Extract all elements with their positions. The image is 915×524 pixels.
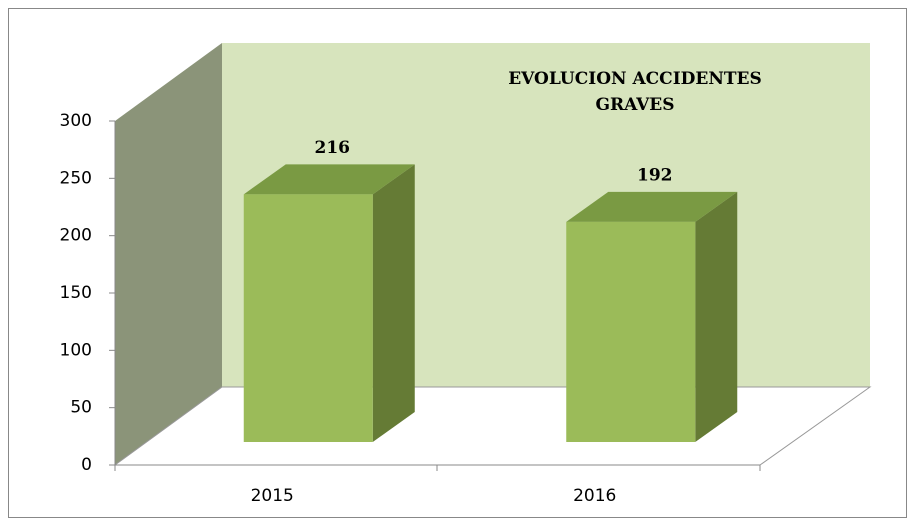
bar-side <box>372 164 415 442</box>
x-tick-label: 2016 <box>573 486 616 506</box>
bar <box>243 164 415 442</box>
chart-title: EVOLUCION ACCIDENTES GRAVES <box>508 69 762 115</box>
side-wall <box>115 43 222 465</box>
data-label: 192 <box>637 165 673 185</box>
bar-top <box>566 191 738 222</box>
y-tick-label: 300 <box>60 111 92 131</box>
bar-side <box>695 191 738 442</box>
bar-top <box>243 164 415 195</box>
x-tick-label: 2015 <box>251 486 294 506</box>
bar-front <box>243 194 373 442</box>
y-tick-label: 50 <box>70 398 92 418</box>
y-tick-label: 200 <box>60 226 92 246</box>
y-tick-label: 250 <box>60 168 92 188</box>
bar <box>566 191 738 442</box>
y-tick-label: 100 <box>60 340 92 360</box>
data-label: 216 <box>315 138 351 158</box>
y-tick-label: 0 <box>81 455 92 475</box>
bar-front <box>566 221 696 442</box>
y-tick-label: 150 <box>60 283 92 303</box>
floor-edge <box>114 386 872 466</box>
